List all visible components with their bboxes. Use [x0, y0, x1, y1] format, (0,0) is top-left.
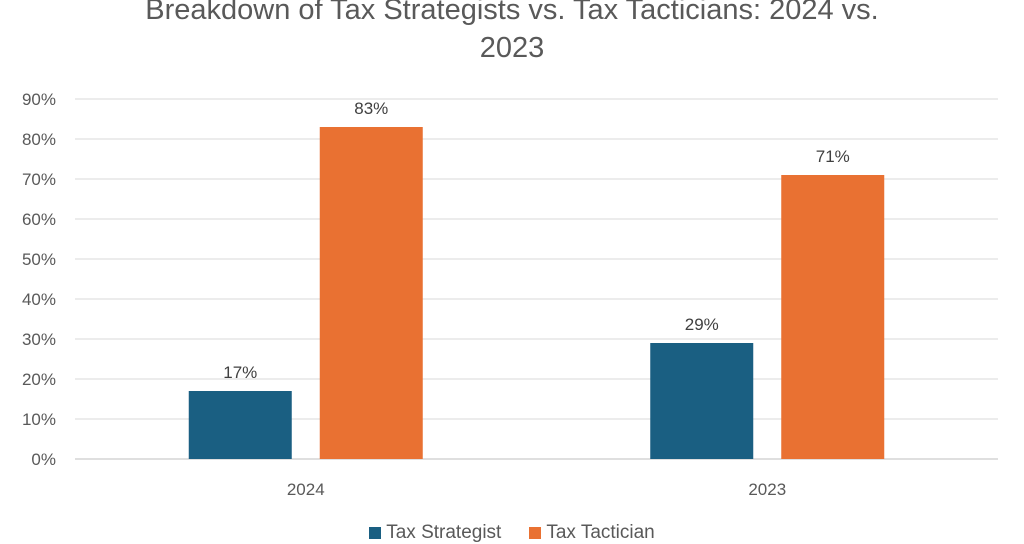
bar-tax-tactician: [781, 175, 885, 459]
y-tick-label: 0%: [31, 450, 56, 469]
x-tick-label: 2023: [748, 480, 786, 499]
bar-tax-strategist: [650, 343, 754, 459]
bar-tax-tactician: [319, 127, 423, 459]
legend: Tax Strategist Tax Tactician: [0, 522, 1024, 544]
y-tick-label: 70%: [22, 170, 56, 189]
chart-title-line2: 2023: [479, 32, 545, 64]
data-label: 83%: [354, 99, 388, 118]
y-tick-label: 20%: [22, 370, 56, 389]
legend-label: Tax Tactician: [546, 522, 655, 543]
bar-tax-strategist: [188, 391, 292, 459]
data-label: 71%: [816, 147, 850, 166]
legend-label: Tax Strategist: [386, 522, 502, 543]
legend-item-tactician: Tax Tactician: [529, 522, 655, 544]
y-tick-label: 10%: [22, 410, 56, 429]
y-tick-label: 90%: [22, 90, 56, 109]
legend-swatch-strategist: [369, 527, 382, 539]
y-tick-label: 80%: [22, 130, 56, 149]
y-tick-label: 30%: [22, 330, 56, 349]
y-tick-label: 60%: [22, 210, 56, 229]
chart-title: Breakdown of Tax Strategists vs. Tax Tac…: [145, 0, 879, 26]
y-tick-label: 40%: [22, 290, 56, 309]
data-label: 17%: [223, 363, 257, 382]
x-tick-label: 2024: [287, 480, 325, 499]
legend-item-strategist: Tax Strategist: [369, 522, 501, 544]
data-label: 29%: [685, 315, 719, 334]
y-tick-label: 50%: [22, 250, 56, 269]
legend-swatch-tactician: [529, 527, 542, 539]
